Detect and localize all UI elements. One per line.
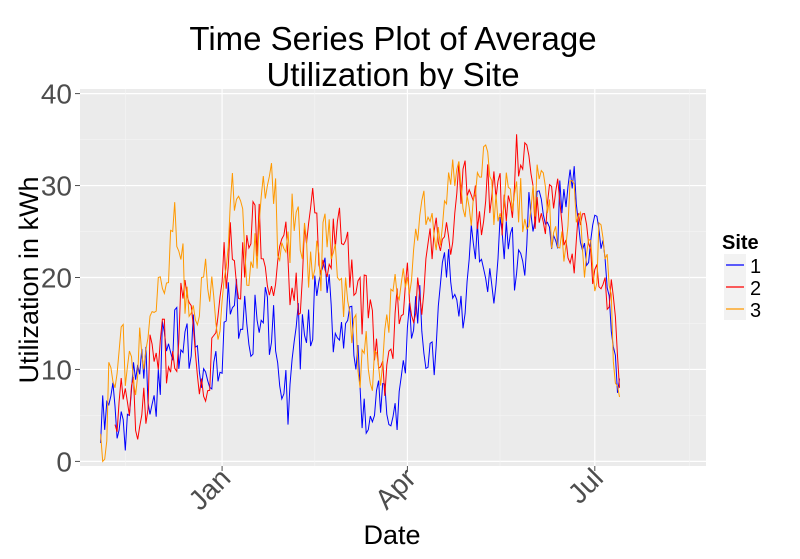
y-tick-label: 10 [41, 354, 72, 385]
series-lines [100, 134, 620, 463]
legend-title: Site [722, 232, 759, 254]
x-tick-label: Jul [562, 462, 609, 509]
y-axis-title: Utilization in kWh [14, 176, 44, 383]
y-tick-label: 30 [41, 171, 72, 202]
legend-label-3: 3 [750, 300, 761, 322]
chart-title-line-1: Time Series Plot of Average [189, 20, 596, 57]
series-3-line [100, 144, 620, 463]
y-tick-label: 40 [41, 79, 72, 110]
y-axis-ticks: 0 10 20 30 40 [41, 79, 80, 477]
x-axis-ticks: Jan Apr Jul [182, 462, 609, 516]
legend: Site 123 [722, 232, 761, 322]
x-tick-label: Jan [182, 462, 236, 516]
legend-label-1: 1 [750, 256, 761, 278]
legend-label-2: 2 [750, 278, 761, 300]
x-tick-label: Apr [369, 462, 422, 515]
series-2-line [114, 134, 620, 440]
y-tick-label: 20 [41, 263, 72, 294]
x-axis-title: Date [363, 520, 420, 550]
chart-title-line-2: Utilization by Site [266, 56, 519, 93]
chart-title: Time Series Plot of Average Utilization … [189, 20, 596, 93]
y-tick-label: 0 [56, 446, 72, 477]
